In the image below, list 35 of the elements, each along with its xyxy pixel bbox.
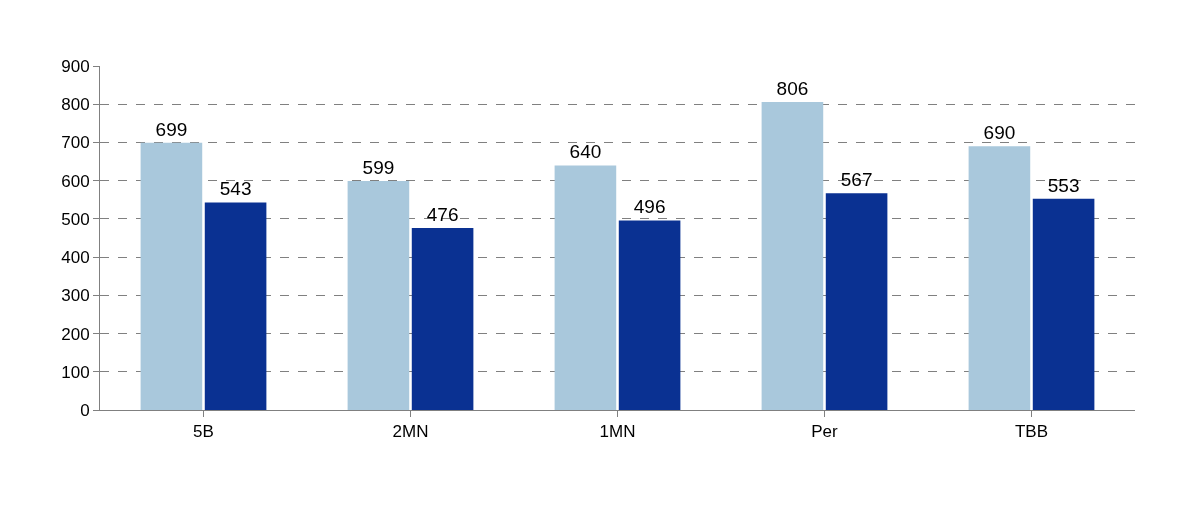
bar xyxy=(411,228,474,410)
y-tick-label: 900 xyxy=(61,56,90,76)
bar xyxy=(204,202,267,410)
data-label: 476 xyxy=(426,204,459,226)
bar xyxy=(140,142,203,410)
bar xyxy=(825,193,888,410)
bar xyxy=(347,181,410,410)
bar xyxy=(618,220,681,410)
x-tick-label: 5B xyxy=(193,422,214,442)
data-label: 640 xyxy=(569,141,602,163)
y-tick-label: 0 xyxy=(80,400,90,420)
y-tick-label: 600 xyxy=(61,171,90,191)
data-label: 543 xyxy=(219,178,252,200)
bar xyxy=(761,101,824,410)
data-label: 806 xyxy=(776,77,809,99)
x-tick-label: 2MN xyxy=(392,422,429,442)
x-tick-label: 1MN xyxy=(599,422,636,442)
data-label: 699 xyxy=(155,118,188,140)
data-label: 567 xyxy=(840,169,873,191)
y-tick-label: 700 xyxy=(61,133,90,153)
y-tick-label: 300 xyxy=(61,286,90,306)
y-tick-label: 100 xyxy=(61,362,90,382)
y-tick-label: 800 xyxy=(61,95,90,115)
data-label: 690 xyxy=(983,122,1016,144)
x-tick-label: TBB xyxy=(1014,422,1049,442)
x-tick-label: Per xyxy=(811,422,839,442)
data-label: 599 xyxy=(362,157,395,179)
bar xyxy=(554,165,617,410)
data-label: 553 xyxy=(1047,174,1080,196)
y-tick-label: 200 xyxy=(61,324,90,344)
data-label: 496 xyxy=(633,196,666,218)
bar xyxy=(968,146,1031,410)
y-tick-label: 500 xyxy=(61,209,90,229)
bar xyxy=(1032,198,1095,410)
y-tick-label: 400 xyxy=(61,248,90,268)
